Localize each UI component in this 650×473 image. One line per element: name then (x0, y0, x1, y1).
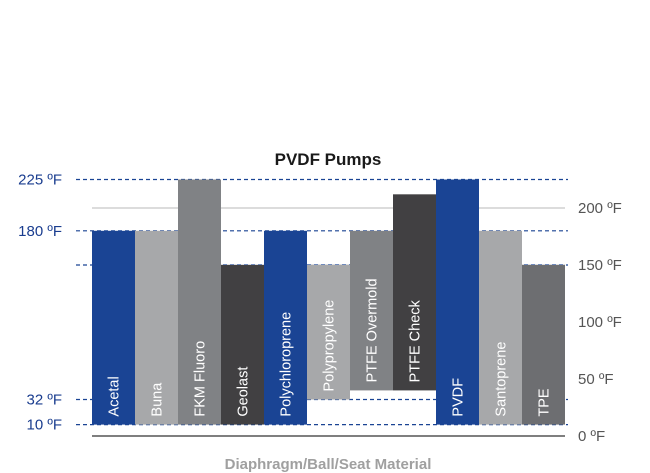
left-tick-225: 225 ºF (18, 172, 62, 189)
bar-label-buna: Buna (150, 382, 166, 417)
bar-labels: Acetal Buna FKM Fluoro Geolast Polychloropre… (107, 278, 553, 416)
chart-title: PVDF Pumps (275, 150, 382, 169)
bar-pvdf (436, 179, 479, 425)
bar-fkm-fluoro (178, 179, 221, 425)
bar-label-fkm-fluoro: FKM Fluoro (193, 341, 209, 417)
bar-acetal (92, 230, 135, 425)
right-tick-50: 50 ºF (578, 371, 614, 388)
bar-label-acetal: Acetal (107, 376, 123, 416)
right-tick-100: 100 ºF (578, 314, 622, 331)
bar-label-ptfe-overmold: PTFE Overmold (365, 278, 381, 382)
right-tick-0: 0 ºF (578, 428, 605, 445)
bar-tpe (522, 265, 565, 425)
right-tick-labels: 200 ºF 150 ºF 100 ºF 50 ºF 0 ºF (578, 200, 622, 445)
left-tick-10: 10 ºF (27, 417, 63, 434)
bar-buna (135, 230, 178, 425)
bar-label-geolast: Geolast (236, 367, 252, 417)
bars (92, 179, 565, 425)
x-axis-label: Diaphragm/Ball/Seat Material (225, 456, 432, 473)
right-tick-200: 200 ºF (578, 200, 622, 217)
left-tick-labels: 225 ºF 180 ºF 32 ºF 10 ºF (18, 172, 62, 434)
right-tick-150: 150 ºF (578, 257, 622, 274)
bar-label-ptfe-check: PTFE Check (408, 299, 424, 382)
left-tick-32: 32 ºF (27, 392, 63, 409)
left-tick-180: 180 ºF (18, 223, 62, 240)
bar-santoprene (479, 230, 522, 425)
bar-geolast (221, 265, 264, 425)
bar-polypropylene (307, 265, 350, 400)
bar-label-santoprene: Santoprene (494, 342, 510, 417)
bar-ptfe-check (393, 194, 436, 391)
bar-ptfe-overmold (350, 230, 393, 391)
bar-label-polypropylene: Polypropylene (322, 300, 338, 392)
bar-label-polychloroprene: Polychloroprene (279, 312, 295, 417)
bar-label-tpe: TPE (537, 388, 553, 417)
bar-polychloroprene (264, 230, 307, 425)
bar-label-pvdf: PVDF (451, 378, 467, 417)
